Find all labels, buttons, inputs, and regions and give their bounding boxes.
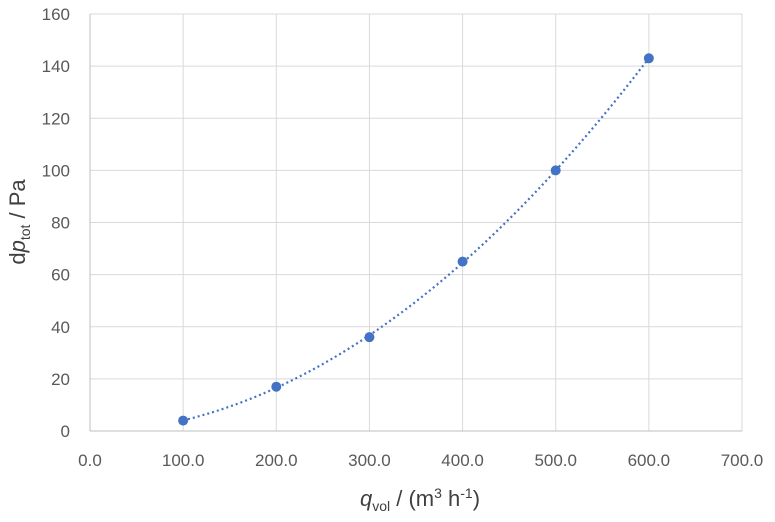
- x-tick-label: 100.0: [162, 451, 205, 470]
- x-tick-label: 600.0: [628, 451, 671, 470]
- y-tick-label: 0: [61, 422, 70, 441]
- y-tick-label: 140: [42, 57, 70, 76]
- tick-labels: 0.0 100.0 200.0 300.0 400.0 500.0 600.0 700.0 0 2…: [42, 5, 764, 470]
- data-points: [178, 53, 654, 426]
- x-tick-label: 0.0: [78, 451, 102, 470]
- y-tick-label: 120: [42, 109, 70, 128]
- y-tick-label: 40: [51, 318, 70, 337]
- data-point: [271, 381, 282, 392]
- axes: [89, 14, 742, 432]
- gridlines: [90, 13, 743, 431]
- y-tick-label: 160: [42, 5, 70, 24]
- y-axis-label: dptot / Pa: [5, 179, 33, 265]
- x-tick-label: 200.0: [255, 451, 298, 470]
- x-axis-label: qvol / (m3 h-1): [360, 485, 480, 514]
- trendline: [182, 57, 650, 422]
- y-tick-label: 20: [51, 370, 70, 389]
- data-point: [550, 165, 561, 176]
- data-point: [178, 415, 189, 426]
- x-tick-label: 500.0: [534, 451, 577, 470]
- y-tick-label: 100: [42, 161, 70, 180]
- y-tick-label: 80: [51, 214, 70, 233]
- y-tick-label: 60: [51, 266, 70, 285]
- data-point: [643, 53, 654, 64]
- x-tick-label: 300.0: [348, 451, 391, 470]
- x-tick-label: 700.0: [721, 451, 764, 470]
- data-point: [364, 332, 375, 343]
- x-tick-label: 400.0: [441, 451, 484, 470]
- data-point: [457, 256, 468, 267]
